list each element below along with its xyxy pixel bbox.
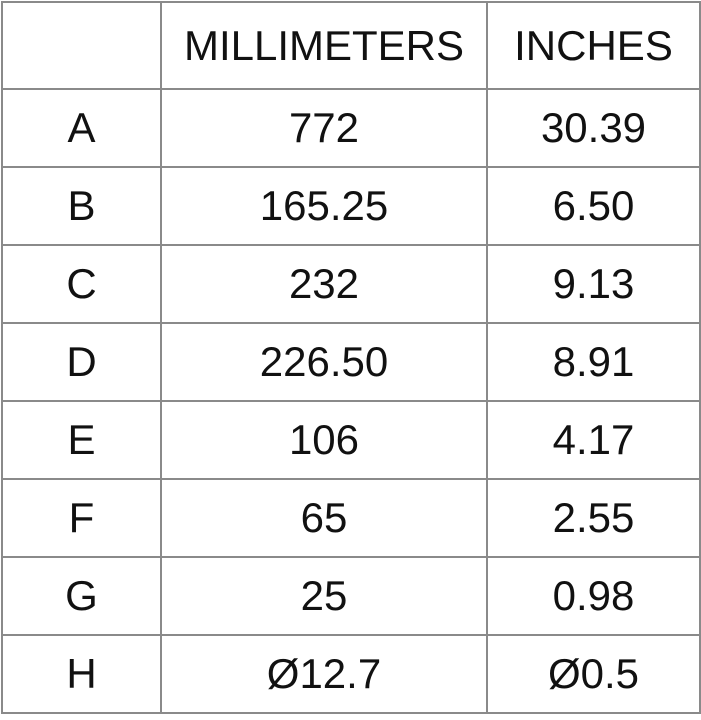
inches-cell: 9.13	[486, 244, 701, 324]
table-row: A 772 30.39	[1, 88, 701, 168]
millimeters-cell: 106	[160, 400, 488, 480]
millimeters-cell: 65	[160, 478, 488, 558]
table-row: H Ø12.7 Ø0.5	[1, 634, 701, 714]
header-inches: INCHES	[486, 1, 701, 90]
millimeters-cell: 772	[160, 88, 488, 168]
table-row: F 65 2.55	[1, 478, 701, 558]
row-label: H	[1, 634, 162, 714]
header-row: MILLIMETERS INCHES	[1, 1, 701, 90]
table-row: G 25 0.98	[1, 556, 701, 636]
millimeters-cell: Ø12.7	[160, 634, 488, 714]
table-row: C 232 9.13	[1, 244, 701, 324]
table-row: E 106 4.17	[1, 400, 701, 480]
row-label: C	[1, 244, 162, 324]
row-label: B	[1, 166, 162, 246]
millimeters-cell: 165.25	[160, 166, 488, 246]
millimeters-cell: 232	[160, 244, 488, 324]
inches-cell: 0.98	[486, 556, 701, 636]
header-millimeters: MILLIMETERS	[160, 1, 488, 90]
inches-cell: 6.50	[486, 166, 701, 246]
table-row: D 226.50 8.91	[1, 322, 701, 402]
header-empty-cell	[1, 1, 162, 90]
row-label: G	[1, 556, 162, 636]
millimeters-cell: 226.50	[160, 322, 488, 402]
inches-cell: Ø0.5	[486, 634, 701, 714]
inches-cell: 30.39	[486, 88, 701, 168]
row-label: F	[1, 478, 162, 558]
table-row: B 165.25 6.50	[1, 166, 701, 246]
inches-cell: 2.55	[486, 478, 701, 558]
millimeters-cell: 25	[160, 556, 488, 636]
row-label: E	[1, 400, 162, 480]
row-label: D	[1, 322, 162, 402]
inches-cell: 4.17	[486, 400, 701, 480]
inches-cell: 8.91	[486, 322, 701, 402]
row-label: A	[1, 88, 162, 168]
